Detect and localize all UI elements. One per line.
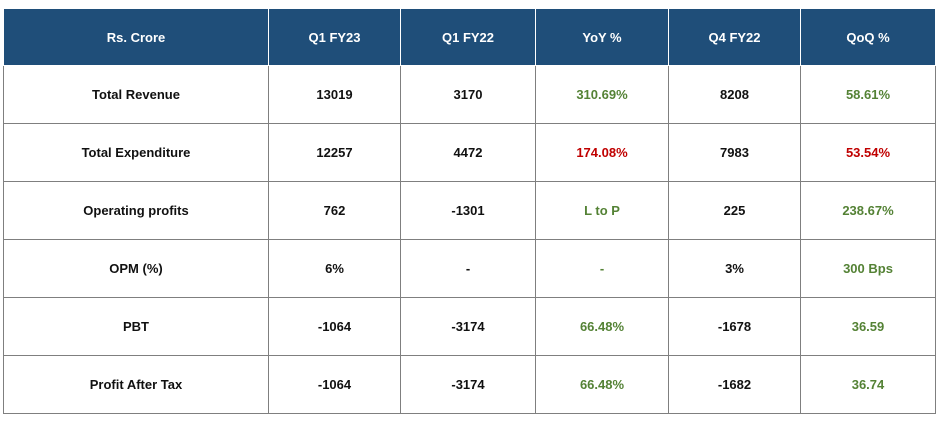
table-cell: 36.59 — [800, 297, 936, 356]
row-label: OPM (%) — [3, 239, 269, 298]
table-row: Profit After Tax -1064 -3174 66.48% -1682 36.… — [3, 355, 936, 414]
table-cell: 8208 — [668, 65, 801, 124]
row-label: Total Expenditure — [3, 123, 269, 182]
table-cell: 762 — [268, 181, 401, 240]
table-cell: 3% — [668, 239, 801, 298]
row-label: Total Revenue — [3, 65, 269, 124]
table-cell: -3174 — [400, 355, 536, 414]
table-cell: -1064 — [268, 297, 401, 356]
table-cell: 225 — [668, 181, 801, 240]
table-cell: 58.61% — [800, 65, 936, 124]
table-cell: 3170 — [400, 65, 536, 124]
header-cell: QoQ % — [800, 8, 936, 66]
header-cell: Q1 FY23 — [268, 8, 401, 66]
table-cell: 7983 — [668, 123, 801, 182]
row-label: PBT — [3, 297, 269, 356]
table-cell: 310.69% — [535, 65, 669, 124]
table-cell: 174.08% — [535, 123, 669, 182]
table-cell: 4472 — [400, 123, 536, 182]
table-row: Total Revenue 13019 3170 310.69% 8208 58.61% — [3, 65, 936, 124]
table-cell: 13019 — [268, 65, 401, 124]
table-row: Operating profits 762 -1301 L to P 225 238.67… — [3, 181, 936, 240]
table-cell: 12257 — [268, 123, 401, 182]
table-cell: L to P — [535, 181, 669, 240]
table-cell: -1678 — [668, 297, 801, 356]
table-cell: 238.67% — [800, 181, 936, 240]
table-body: Total Revenue 13019 3170 310.69% 8208 58.61% T… — [3, 65, 936, 414]
table-cell: 6% — [268, 239, 401, 298]
table-cell: - — [535, 239, 669, 298]
table-cell: -3174 — [400, 297, 536, 356]
results-table: Rs. Crore Q1 FY23 Q1 FY22 YoY % Q4 FY22 QoQ %… — [3, 8, 936, 414]
table-row: Total Expenditure 12257 4472 174.08% 7983 53.… — [3, 123, 936, 182]
table-cell: -1301 — [400, 181, 536, 240]
table-cell: -1064 — [268, 355, 401, 414]
header-cell: Q1 FY22 — [400, 8, 536, 66]
row-label: Profit After Tax — [3, 355, 269, 414]
table-cell: 66.48% — [535, 297, 669, 356]
table-row: OPM (%) 6% - -3% 300 Bps — [3, 239, 936, 298]
row-label: Operating profits — [3, 181, 269, 240]
header-row: Rs. Crore Q1 FY23 Q1 FY22 YoY % Q4 FY22 QoQ % — [3, 8, 936, 66]
table-cell: -1682 — [668, 355, 801, 414]
header-cell: Rs. Crore — [3, 8, 269, 66]
table-cell: 66.48% — [535, 355, 669, 414]
table-cell: 300 Bps — [800, 239, 936, 298]
table-cell: 53.54% — [800, 123, 936, 182]
header-cell: Q4 FY22 — [668, 8, 801, 66]
table-cell: - — [400, 239, 536, 298]
table-cell: 36.74 — [800, 355, 936, 414]
table-row: PBT -1064 -3174 66.48% -1678 36.59 — [3, 297, 936, 356]
header-cell: YoY % — [535, 8, 669, 66]
